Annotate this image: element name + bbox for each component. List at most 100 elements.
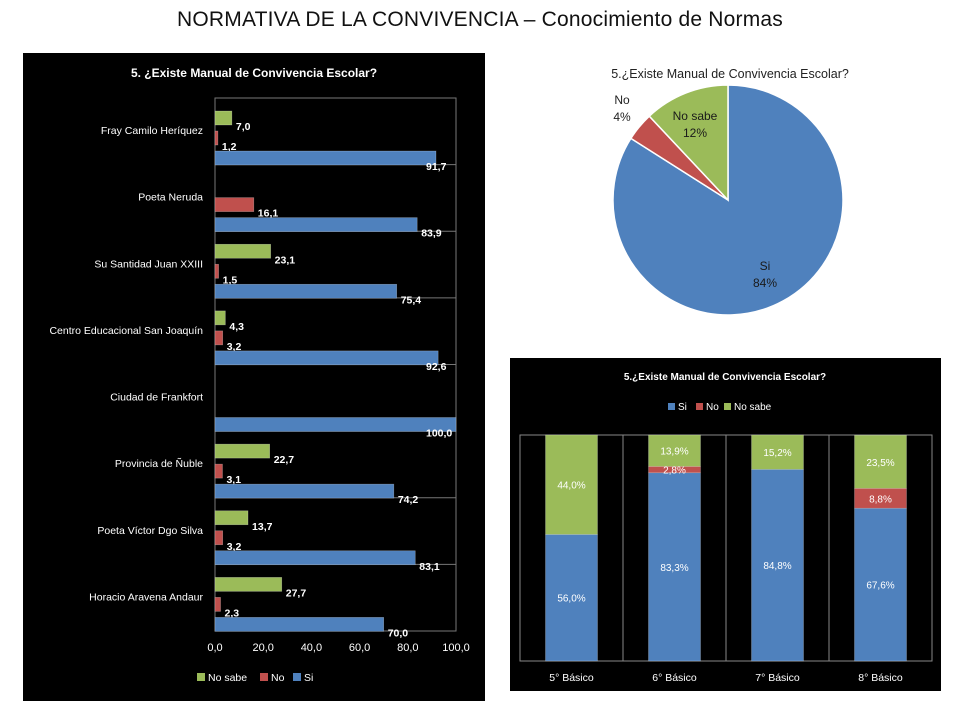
slice-name: No sabe: [673, 109, 718, 123]
data-label: 13,7: [252, 521, 273, 533]
segment-no-sabe: [854, 434, 907, 489]
data-label: 83,3%: [660, 563, 688, 574]
slice-percent: 4%: [613, 110, 631, 124]
stacked-bar-chart: 5.¿Existe Manual de Convivencia Escolar?…: [519, 372, 933, 684]
bar-si: [214, 150, 437, 166]
legend-label: No: [271, 672, 285, 684]
x-tick-label: 100,0: [442, 642, 470, 654]
bar-no-sabe: [214, 110, 233, 126]
legend-swatch: [197, 673, 205, 681]
pie-chart: 5.¿Existe Manual de Convivencia Escolar?…: [611, 67, 849, 316]
data-label: 2,8%: [663, 466, 686, 477]
bar-si: [214, 283, 398, 299]
chart-title: 5.¿Existe Manual de Convivencia Escolar?: [611, 67, 849, 81]
data-label: 2,3: [225, 607, 240, 619]
legend-swatch: [293, 673, 301, 681]
category-label: 6° Básico: [652, 672, 697, 684]
legend-swatch: [724, 403, 731, 410]
bar-no: [214, 597, 221, 612]
legend-swatch: [260, 673, 268, 681]
x-tick-label: 60,0: [349, 642, 370, 654]
data-label: 3,2: [227, 341, 242, 353]
data-label: 4,3: [229, 321, 244, 333]
segment-si: [545, 534, 598, 662]
slice-percent: 84%: [753, 276, 777, 290]
legend-label: Si: [304, 672, 313, 684]
category-label: 5° Básico: [549, 672, 594, 684]
x-tick-label: 20,0: [252, 642, 273, 654]
data-label: 1,5: [223, 274, 238, 286]
category-label: Su Santidad Juan XXIII: [94, 258, 203, 270]
segment-si: [751, 469, 804, 662]
slide-title: NORMATIVA DE LA CONVIVENCIA – Conocimien…: [177, 8, 783, 31]
data-label: 23,5%: [866, 458, 894, 469]
category-label: Poeta Neruda: [138, 192, 203, 204]
slice-name: Si: [760, 259, 771, 273]
data-label: 83,1: [419, 561, 440, 573]
data-label: 13,9%: [660, 447, 688, 458]
category-label: Fray Camilo Heríquez: [101, 125, 203, 137]
legend-swatch: [696, 403, 703, 410]
bar-no: [214, 197, 255, 212]
data-label: 91,7: [426, 161, 447, 173]
x-tick-label: 80,0: [397, 642, 418, 654]
category-label: Provincia de Ñuble: [115, 457, 203, 470]
data-label: 92,6: [426, 361, 447, 373]
data-label: 100,0: [426, 428, 452, 440]
bar-no: [214, 530, 224, 546]
bar-no: [214, 130, 219, 146]
data-label: 3,2: [227, 541, 242, 553]
data-label: 56,0%: [557, 594, 585, 605]
bar-no-sabe: [214, 243, 271, 259]
data-label: 22,7: [274, 454, 295, 466]
slice-name: No: [614, 93, 630, 107]
horizontal-bar-chart: 5. ¿Existe Manual de Convivencia Escolar…: [49, 66, 470, 684]
chart-title: 5.¿Existe Manual de Convivencia Escolar?: [624, 372, 826, 383]
bar-si: [214, 350, 439, 366]
data-label: 83,9: [421, 228, 442, 240]
segment-si: [854, 507, 907, 662]
data-label: 75,4: [401, 294, 422, 306]
x-tick-label: 40,0: [301, 642, 322, 654]
data-label: 16,1: [258, 208, 279, 220]
data-label: 84,8%: [763, 561, 791, 572]
bar-no: [214, 330, 224, 346]
bar-si: [214, 550, 416, 566]
bar-si: [214, 617, 384, 632]
data-label: 15,2%: [763, 448, 791, 459]
bar-no-sabe: [214, 577, 283, 592]
bar-no-sabe: [214, 510, 249, 526]
data-label: 1,2: [222, 141, 237, 153]
x-tick-label: 0,0: [207, 642, 222, 654]
category-label: 7° Básico: [755, 672, 800, 684]
category-label: 8° Básico: [858, 672, 903, 684]
bar-si: [214, 217, 418, 232]
category-label: Horacio Aravena Andaur: [89, 591, 203, 603]
bar-si: [214, 417, 457, 432]
category-label: Centro Educacional San Joaquín: [49, 325, 203, 337]
category-label: Ciudad de Frankfort: [110, 392, 203, 404]
bar-no: [214, 463, 223, 479]
legend-label: No sabe: [734, 402, 772, 413]
chart-title: 5. ¿Existe Manual de Convivencia Escolar…: [131, 66, 377, 80]
segment-no-sabe: [545, 434, 598, 535]
pie-slice-no-sabe: [648, 84, 729, 202]
data-label: 23,1: [275, 254, 296, 266]
legend-swatch: [668, 403, 675, 410]
data-label: 27,7: [286, 587, 307, 599]
segment-no-sabe: [751, 434, 804, 470]
bar-no-sabe: [214, 443, 271, 459]
data-label: 7,0: [236, 121, 251, 133]
category-label: Poeta Víctor Dgo Silva: [97, 525, 203, 537]
bar-no: [214, 263, 219, 279]
slice-percent: 12%: [683, 126, 707, 140]
bar-no-sabe: [214, 310, 226, 326]
legend-label: Si: [678, 402, 687, 413]
segment-no-sabe: [648, 434, 701, 467]
legend-label: No: [706, 402, 719, 413]
legend-label: No sabe: [208, 672, 247, 684]
data-label: 67,6%: [866, 581, 894, 592]
pie-chart-panel: 5.¿Existe Manual de Convivencia Escolar?…: [560, 60, 900, 320]
data-label: 74,2: [398, 494, 419, 506]
data-label: 44,0%: [557, 481, 585, 492]
